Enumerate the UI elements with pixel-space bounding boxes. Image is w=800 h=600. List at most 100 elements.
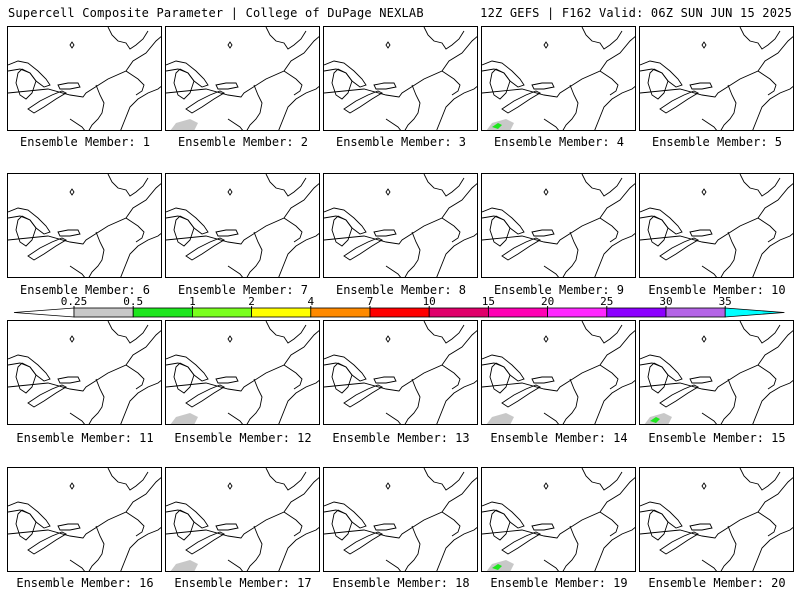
map-outline	[8, 174, 161, 277]
map-boundary-line	[343, 237, 383, 261]
map-boundary-line	[385, 412, 401, 424]
map-boundary-line	[562, 231, 579, 277]
ensemble-member-label: Ensemble Member: 7	[177, 283, 309, 297]
map-boundary-line	[185, 384, 225, 408]
map-boundary-line	[757, 511, 777, 537]
map-outline	[324, 174, 477, 277]
map-boundary-line	[739, 321, 781, 344]
map-panel-member-9	[481, 173, 636, 278]
map-boundary-line	[15, 362, 37, 394]
ensemble-member-label: Ensemble Member: 3	[335, 135, 467, 149]
map-boundary-line	[640, 183, 793, 245]
map-boundary-line	[166, 207, 209, 235]
map-boundary-line	[581, 321, 623, 344]
map-panel-member-12	[165, 320, 320, 425]
colorbar-segment	[132, 307, 193, 318]
map-panel-member-10	[639, 173, 794, 278]
scp-shading-light-gray	[170, 119, 198, 130]
map-boundary-line	[752, 233, 793, 277]
map-boundary-line	[385, 118, 401, 130]
map-boundary-line	[441, 70, 461, 96]
map-boundary-line	[482, 36, 635, 98]
map-panel-member-16	[7, 467, 162, 572]
colorbar-tick-label: 10	[423, 296, 436, 308]
map-boundary-line	[562, 525, 579, 571]
ensemble-member-label: Ensemble Member: 15	[648, 431, 786, 445]
map-outline	[640, 27, 793, 130]
colorbar-tick-label: 30	[659, 296, 672, 308]
map-boundary-line	[640, 207, 683, 235]
map-boundary-line	[120, 380, 161, 424]
map-boundary-line	[166, 330, 319, 392]
colorbar-segment	[547, 307, 608, 318]
map-boundary-line	[331, 509, 353, 541]
map-boundary-line	[324, 36, 477, 98]
map-boundary-line	[343, 90, 383, 114]
map-boundary-line	[594, 380, 635, 424]
map-boundary-line	[594, 527, 635, 571]
colorbar-tick-label: 7	[367, 296, 374, 308]
map-boundary-line	[436, 233, 477, 277]
map-boundary-line	[543, 118, 559, 130]
map-panel-member-7	[165, 173, 320, 278]
map-outline	[482, 468, 635, 571]
map-boundary-line	[647, 509, 669, 541]
map-boundary-line	[531, 229, 555, 237]
map-boundary-line	[69, 265, 85, 277]
map-boundary-line	[482, 477, 635, 539]
map-boundary-line	[215, 229, 239, 237]
map-outline	[640, 321, 793, 424]
map-boundary-line	[283, 70, 303, 96]
map-boundary-line	[88, 84, 105, 130]
ensemble-member-label: Ensemble Member: 13	[332, 431, 470, 445]
map-boundary-line	[120, 233, 161, 277]
map-panel-member-18	[323, 467, 478, 572]
map-boundary-line	[423, 468, 465, 491]
map-boundary-line	[482, 60, 525, 88]
map-boundary-line	[640, 501, 683, 529]
map-boundary-line	[278, 233, 319, 277]
colorbar-segment	[428, 307, 489, 318]
map-boundary-line	[385, 41, 391, 49]
map-panel-member-14	[481, 320, 636, 425]
ensemble-member-label: Ensemble Member: 12	[174, 431, 312, 445]
map-boundary-line	[324, 501, 367, 529]
map-boundary-line	[757, 70, 777, 96]
map-boundary-line	[436, 380, 477, 424]
map-outline	[8, 468, 161, 571]
map-boundary-line	[441, 364, 461, 390]
map-boundary-line	[8, 207, 51, 235]
map-boundary-line	[720, 378, 737, 424]
map-boundary-line	[15, 509, 37, 541]
map-boundary-line	[283, 364, 303, 390]
map-boundary-line	[423, 27, 465, 50]
map-boundary-line	[543, 188, 549, 196]
map-boundary-line	[27, 531, 67, 555]
map-boundary-line	[689, 376, 713, 384]
map-panel-member-13	[323, 320, 478, 425]
map-boundary-line	[689, 523, 713, 531]
map-boundary-line	[599, 217, 619, 243]
map-boundary-line	[331, 362, 353, 394]
map-boundary-line	[757, 217, 777, 243]
map-boundary-line	[173, 362, 195, 394]
map-outline	[640, 174, 793, 277]
map-boundary-line	[227, 412, 243, 424]
map-boundary-line	[647, 215, 669, 247]
map-boundary-line	[166, 477, 319, 539]
map-boundary-line	[543, 412, 559, 424]
colorbar-tick-label: 15	[482, 296, 495, 308]
map-boundary-line	[701, 482, 707, 490]
colorbar-segment	[73, 307, 134, 318]
map-boundary-line	[599, 70, 619, 96]
ensemble-member-label: Ensemble Member: 19	[490, 576, 628, 590]
map-boundary-line	[640, 36, 793, 98]
map-boundary-line	[57, 376, 81, 384]
map-boundary-line	[265, 27, 307, 50]
map-boundary-line	[689, 82, 713, 90]
map-boundary-line	[107, 321, 149, 344]
map-boundary-line	[215, 82, 239, 90]
map-boundary-line	[283, 217, 303, 243]
map-boundary-line	[531, 82, 555, 90]
map-boundary-line	[385, 188, 391, 196]
